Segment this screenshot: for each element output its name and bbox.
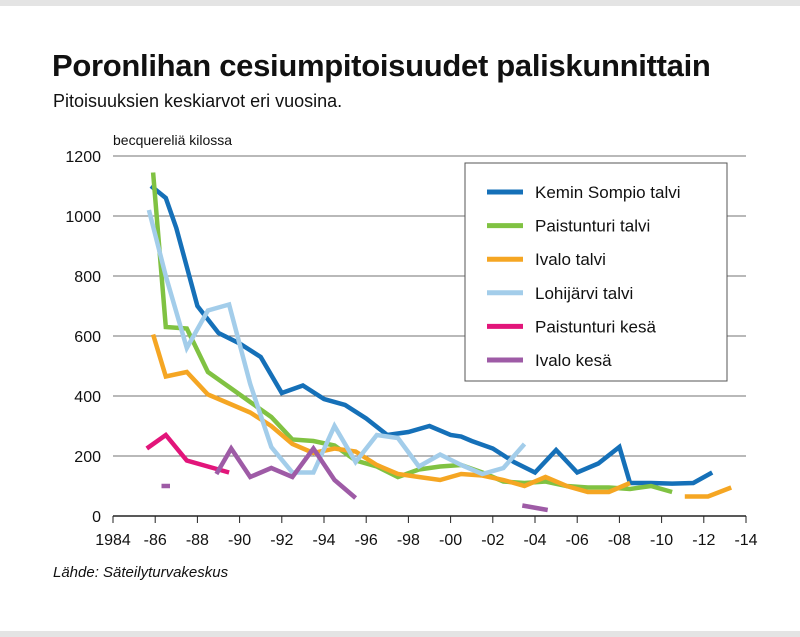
x-tick-label: -94 [312, 532, 335, 549]
x-tick-label: -98 [397, 532, 420, 549]
series-kemin-sompio-talvi [149, 184, 714, 486]
series-ivalo-kesa [161, 444, 549, 513]
x-tick-label: -88 [186, 532, 209, 549]
chart-subtitle: Pitoisuuksien keskiarvot eri vuosina. [53, 91, 343, 111]
x-tick-label: 1984 [95, 532, 131, 549]
x-tick-label: -08 [608, 532, 631, 549]
series-line-kemin-sompio-talvi-1 [149, 184, 714, 486]
data-series [145, 172, 733, 513]
chart-title: Poronlihan cesiumpitoisuudet paliskunnit… [52, 48, 711, 83]
legend-label-paistunturi-talvi: Paistunturi talvi [535, 217, 650, 236]
x-tick-label: -92 [270, 532, 293, 549]
legend-label-paistunturi-kesa: Paistunturi kesä [535, 317, 656, 336]
legend-box [464, 162, 728, 382]
series-line-ivalo-kesa-3 [521, 503, 549, 513]
series-line-lohijarvi-talvi-1 [146, 209, 527, 477]
legend-label-ivalo-talvi: Ivalo talvi [535, 250, 606, 269]
y-axis: becquereliä kilossa 0 200 400 600 800 1000 120… [65, 132, 232, 526]
legend-label-lohijarvi-talvi: Lohijärvi talvi [535, 284, 633, 303]
series-lohijarvi-talvi [146, 209, 527, 477]
legend: Kemin Sompio talvi Paistunturi talvi Ivalo… [464, 162, 728, 382]
x-tick-label: -14 [734, 532, 757, 549]
series-paistunturi-kesa [145, 431, 230, 475]
y-tick-label: 200 [74, 449, 101, 466]
series-line-paistunturi-kesa-1 [145, 431, 230, 475]
x-tick-label: -86 [144, 532, 167, 549]
x-tick-label: -90 [228, 532, 251, 549]
bottom-border-band [0, 631, 800, 637]
x-axis: 1984 -86 -88 -90 -92 -94 -96 -98 -00 -02 -04 -06 -08… [95, 516, 758, 549]
y-tick-label: 600 [74, 329, 101, 346]
x-tick-label: -00 [439, 532, 462, 549]
y-tick-label: 0 [92, 509, 101, 526]
y-tick-label: 1200 [65, 149, 101, 166]
y-axis-label: becquereliä kilossa [113, 132, 232, 148]
x-tick-label: -04 [523, 532, 546, 549]
x-tick-label: -96 [355, 532, 378, 549]
top-border-band [0, 0, 800, 6]
legend-label-kemin-sompio-talvi: Kemin Sompio talvi [535, 183, 681, 202]
y-tick-label: 1000 [65, 209, 101, 226]
x-tick-label: -10 [650, 532, 673, 549]
series-line-ivalo-talvi-2 [684, 485, 733, 499]
source-note: Lähde: Säteilyturvakeskus [53, 564, 229, 581]
series-line-ivalo-kesa-2 [214, 444, 358, 500]
y-tick-label: 400 [74, 389, 101, 406]
legend-label-ivalo-kesa: Ivalo kesä [535, 351, 612, 370]
x-tick-label: -12 [692, 532, 715, 549]
y-tick-label: 800 [74, 269, 101, 286]
x-tick-label: -02 [481, 532, 504, 549]
x-tick-label: -06 [566, 532, 589, 549]
series-line-ivalo-talvi-1 [150, 333, 631, 495]
series-ivalo-talvi [150, 333, 733, 499]
